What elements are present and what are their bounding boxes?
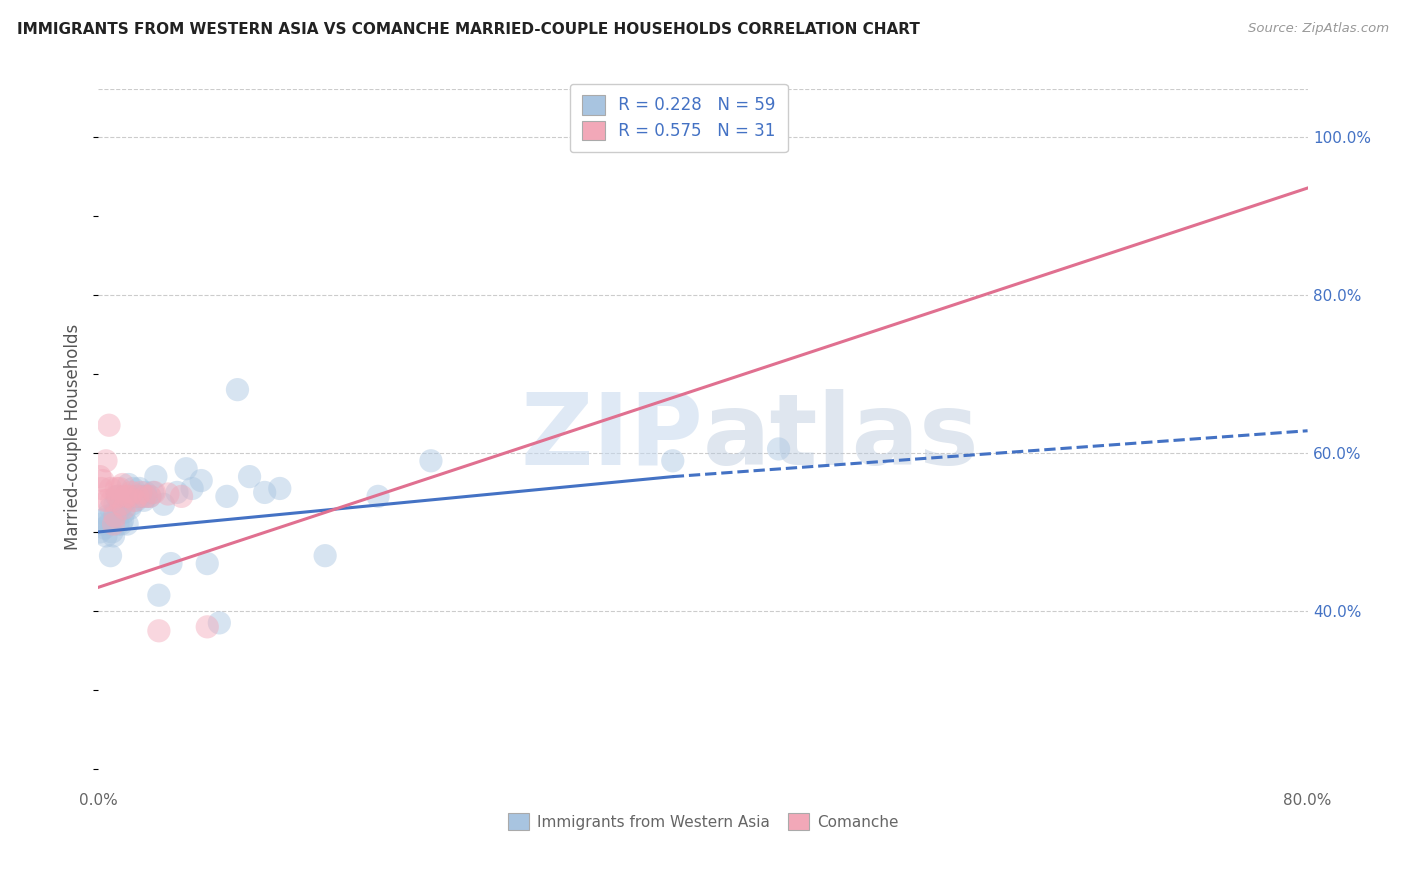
Point [104,497,127,511]
Point [110,516,132,531]
Point [239,469,262,483]
Point [94,529,117,543]
Point [107,489,129,503]
Point [121,485,143,500]
Point [98,516,121,531]
Point [112,501,135,516]
Point [121,497,143,511]
Point [166,485,188,500]
Point [420,454,443,468]
Point [139,489,162,503]
Point [115,516,138,531]
Point [111,477,134,491]
Point [110,497,132,511]
Point [195,557,218,571]
Point [118,489,141,503]
Point [129,489,152,503]
Text: ZIP: ZIP [520,389,703,485]
Point [127,489,149,503]
Point [100,501,122,516]
Point [148,624,170,638]
Point [101,524,124,539]
Point [89,524,111,539]
Point [134,485,156,500]
Point [122,482,145,496]
Point [120,501,142,516]
Point [111,497,134,511]
Point [253,485,276,500]
Point [107,516,129,531]
Y-axis label: Married-couple Households: Married-couple Households [65,324,83,550]
Point [108,482,131,496]
Point [190,474,212,488]
Point [195,620,218,634]
Point [269,482,291,496]
Point [111,513,134,527]
Text: atlas: atlas [703,389,980,485]
Point [148,588,170,602]
Point [145,469,167,483]
Point [131,489,153,503]
Point [142,485,165,500]
Point [181,482,204,496]
Point [100,549,122,563]
Point [91,474,114,488]
Point [661,454,683,468]
Point [134,489,156,503]
Point [125,493,148,508]
Point [100,482,122,496]
Point [156,487,179,501]
Point [139,489,162,503]
Point [105,482,128,496]
Point [367,489,389,503]
Point [103,516,125,531]
Point [93,493,115,508]
Point [128,482,150,496]
Point [101,493,124,508]
Point [124,489,146,503]
Point [226,383,249,397]
Point [143,485,166,500]
Point [93,521,115,535]
Point [129,485,152,500]
Point [135,489,157,503]
Point [89,469,111,483]
Point [108,501,131,516]
Point [110,497,132,511]
Point [112,505,135,519]
Point [208,615,231,630]
Point [118,477,141,491]
Point [124,493,146,508]
Legend: Immigrants from Western Asia, Comanche: Immigrants from Western Asia, Comanche [502,806,904,837]
Point [107,489,129,503]
Point [105,489,128,503]
Point [94,454,117,468]
Point [174,461,197,475]
Point [104,509,127,524]
Point [170,489,193,503]
Point [96,493,118,508]
Point [215,489,238,503]
Point [90,482,112,496]
Text: Source: ZipAtlas.com: Source: ZipAtlas.com [1249,22,1389,36]
Point [104,505,127,519]
Point [98,418,121,433]
Point [114,493,136,508]
Text: IMMIGRANTS FROM WESTERN ASIA VS COMANCHE MARRIED-COUPLE HOUSEHOLDS CORRELATION C: IMMIGRANTS FROM WESTERN ASIA VS COMANCHE… [17,22,920,37]
Point [314,549,336,563]
Point [132,493,155,508]
Point [114,489,136,503]
Point [768,442,790,456]
Point [160,557,183,571]
Point [96,509,118,524]
Point [91,513,114,527]
Point [90,516,112,531]
Point [103,529,125,543]
Point [127,489,149,503]
Point [152,497,174,511]
